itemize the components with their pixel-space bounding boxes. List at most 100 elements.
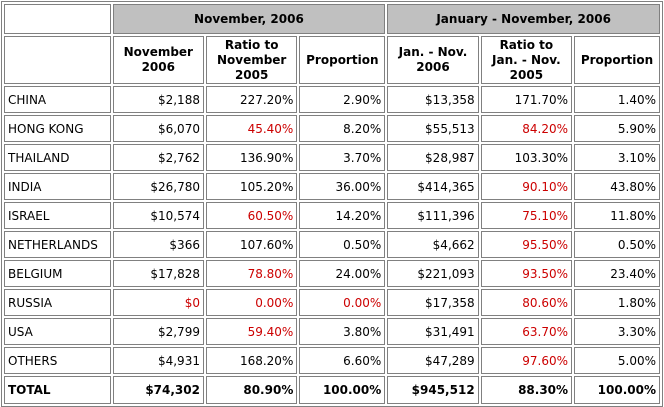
ytd-ratio-cell: 84.20% [480, 115, 573, 142]
nov-value-cell: $2,799 [112, 318, 204, 345]
nov-proportion-cell: 0.00% [299, 289, 386, 316]
header-group-ytd: January - November, 2006 [387, 4, 660, 34]
nov-value-cell: $17,828 [112, 260, 204, 287]
nov-ratio-cell: 107.60% [205, 231, 298, 258]
ytd-ratio-cell: 95.50% [480, 231, 573, 258]
header-ytd-ratio: Ratio to Jan. - Nov. 2005 [480, 36, 573, 84]
header-corner-sub [4, 36, 111, 84]
ytd-ratio-cell: 103.30% [480, 144, 573, 171]
ytd-proportion-cell: 11.80% [574, 202, 660, 229]
country-cell: ISRAEL [4, 202, 111, 229]
ytd-value-cell: $4,662 [387, 231, 479, 258]
table-row: NETHERLANDS $366 107.60% 0.50% $4,662 95.50% 0… [4, 231, 660, 258]
nov-proportion-cell: 14.20% [299, 202, 386, 229]
nov-value-cell: $26,780 [112, 173, 204, 200]
ytd-value-cell: $28,987 [387, 144, 479, 171]
total-row: TOTAL $74,302 80.90% 100.00% $945,512 88… [4, 376, 660, 404]
ytd-value-cell: $13,358 [387, 86, 479, 113]
country-cell: RUSSIA [4, 289, 111, 316]
ytd-ratio-cell: 63.70% [480, 318, 573, 345]
ytd-value-cell: $111,396 [387, 202, 479, 229]
nov-ratio-cell: 227.20% [205, 86, 298, 113]
table-row: BELGIUM $17,828 78.80% 24.00% $221,093 93.50%… [4, 260, 660, 287]
total-nov-value: $74,302 [112, 376, 204, 404]
country-cell: CHINA [4, 86, 111, 113]
ytd-value-cell: $414,365 [387, 173, 479, 200]
ytd-ratio-cell: 90.10% [480, 173, 573, 200]
ytd-proportion-cell: 3.30% [574, 318, 660, 345]
nov-ratio-cell: 78.80% [205, 260, 298, 287]
nov-proportion-cell: 24.00% [299, 260, 386, 287]
ytd-ratio-cell: 171.70% [480, 86, 573, 113]
ytd-proportion-cell: 1.40% [574, 86, 660, 113]
ytd-proportion-cell: 5.90% [574, 115, 660, 142]
table-body: CHINA $2,188 227.20% 2.90% $13,358 171.70% 1.4… [4, 86, 660, 374]
country-cell: HONG KONG [4, 115, 111, 142]
ytd-ratio-cell: 75.10% [480, 202, 573, 229]
total-nov-ratio: 80.90% [205, 376, 298, 404]
total-nov-proportion: 100.00% [299, 376, 386, 404]
country-cell: THAILAND [4, 144, 111, 171]
country-cell: INDIA [4, 173, 111, 200]
ytd-proportion-cell: 1.80% [574, 289, 660, 316]
nov-ratio-cell: 60.50% [205, 202, 298, 229]
table-row: INDIA $26,780 105.20% 36.00% $414,365 90.10% 4… [4, 173, 660, 200]
table-row: THAILAND $2,762 136.90% 3.70% $28,987 103.30%… [4, 144, 660, 171]
header-corner [4, 4, 111, 34]
header-nov-proportion: Proportion [299, 36, 386, 84]
nov-ratio-cell: 105.20% [205, 173, 298, 200]
table-row: RUSSIA $0 0.00% 0.00% $17,358 80.60% 1.80% [4, 289, 660, 316]
table-row: USA $2,799 59.40% 3.80% $31,491 63.70% 3.30% [4, 318, 660, 345]
nov-value-cell: $2,762 [112, 144, 204, 171]
total-label: TOTAL [4, 376, 111, 404]
header-ytd-proportion: Proportion [574, 36, 660, 84]
table-row: OTHERS $4,931 168.20% 6.60% $47,289 97.60% 5.0… [4, 347, 660, 374]
ytd-value-cell: $17,358 [387, 289, 479, 316]
table-row: ISRAEL $10,574 60.50% 14.20% $111,396 75.10% 1… [4, 202, 660, 229]
nov-proportion-cell: 36.00% [299, 173, 386, 200]
ytd-proportion-cell: 0.50% [574, 231, 660, 258]
header-group-row: November, 2006 January - November, 2006 [4, 4, 660, 34]
ytd-value-cell: $47,289 [387, 347, 479, 374]
nov-ratio-cell: 59.40% [205, 318, 298, 345]
header-nov-ratio: Ratio to November 2005 [205, 36, 298, 84]
header-group-november: November, 2006 [112, 4, 386, 34]
header-nov-value: November 2006 [112, 36, 204, 84]
ytd-proportion-cell: 3.10% [574, 144, 660, 171]
country-cell: NETHERLANDS [4, 231, 111, 258]
country-cell: OTHERS [4, 347, 111, 374]
ytd-ratio-cell: 80.60% [480, 289, 573, 316]
nov-proportion-cell: 6.60% [299, 347, 386, 374]
nov-value-cell: $6,070 [112, 115, 204, 142]
header-sub-row: November 2006 Ratio to November 2005 Pro… [4, 36, 660, 84]
ytd-proportion-cell: 23.40% [574, 260, 660, 287]
ytd-proportion-cell: 43.80% [574, 173, 660, 200]
table-row: CHINA $2,188 227.20% 2.90% $13,358 171.70% 1.4… [4, 86, 660, 113]
ytd-ratio-cell: 97.60% [480, 347, 573, 374]
nov-ratio-cell: 168.20% [205, 347, 298, 374]
country-cell: USA [4, 318, 111, 345]
ytd-value-cell: $55,513 [387, 115, 479, 142]
nov-value-cell: $4,931 [112, 347, 204, 374]
nov-value-cell: $10,574 [112, 202, 204, 229]
nov-ratio-cell: 136.90% [205, 144, 298, 171]
nov-proportion-cell: 3.70% [299, 144, 386, 171]
total-ytd-proportion: 100.00% [574, 376, 660, 404]
table-row: HONG KONG $6,070 45.40% 8.20% $55,513 84.20% 5… [4, 115, 660, 142]
nov-proportion-cell: 8.20% [299, 115, 386, 142]
ytd-ratio-cell: 93.50% [480, 260, 573, 287]
ytd-value-cell: $31,491 [387, 318, 479, 345]
nov-proportion-cell: 0.50% [299, 231, 386, 258]
total-ytd-ratio: 88.30% [480, 376, 573, 404]
nov-value-cell: $366 [112, 231, 204, 258]
header-ytd-value: Jan. - Nov. 2006 [387, 36, 479, 84]
nov-ratio-cell: 45.40% [205, 115, 298, 142]
country-cell: BELGIUM [4, 260, 111, 287]
nov-proportion-cell: 2.90% [299, 86, 386, 113]
ytd-proportion-cell: 5.00% [574, 347, 660, 374]
nov-value-cell: $2,188 [112, 86, 204, 113]
total-ytd-value: $945,512 [387, 376, 479, 404]
nov-value-cell: $0 [112, 289, 204, 316]
